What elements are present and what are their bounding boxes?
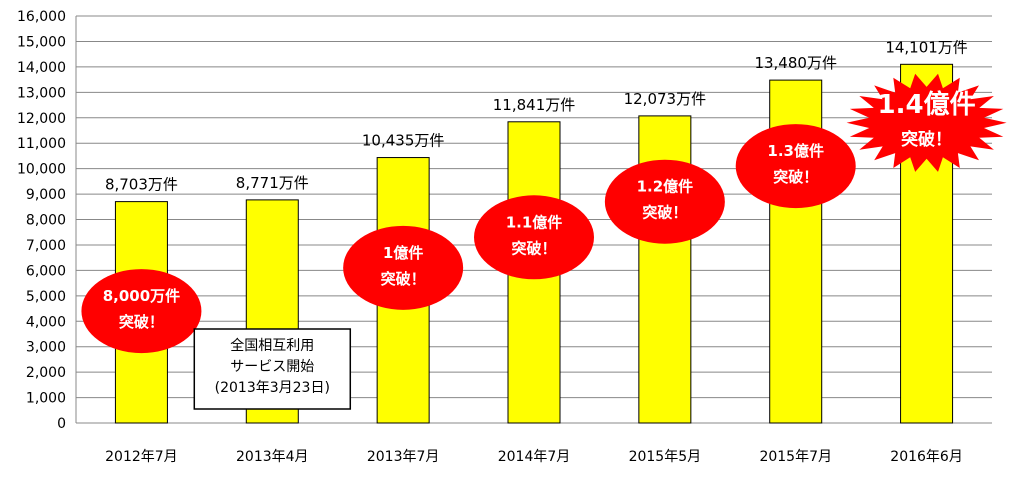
x-tick-label: 2014年7月 (498, 449, 571, 465)
badge-line-1: 8,000万件 (103, 287, 180, 305)
data-label: 8,771万件 (236, 174, 309, 192)
starburst-shape (846, 73, 1007, 172)
badge-ellipse (604, 159, 725, 244)
data-label: 10,435万件 (362, 132, 445, 150)
y-tick-label: 0 (57, 416, 66, 432)
y-tick-label: 3,000 (26, 340, 66, 356)
badge-ellipse (735, 124, 856, 209)
y-tick-label: 9,000 (26, 187, 66, 203)
y-tick-label: 8,000 (26, 213, 66, 229)
data-label: 13,480万件 (754, 54, 837, 72)
y-tick-label: 7,000 (26, 238, 66, 254)
x-tick-label: 2016年6月 (890, 449, 963, 465)
x-axis: 2012年7月 2013年4月 2013年7月 2014年7月 2015年5月 2015年… (105, 449, 963, 465)
y-tick-label: 10,000 (17, 162, 66, 178)
badge-ellipse (81, 269, 202, 354)
y-tick-label: 4,000 (26, 314, 66, 330)
y-tick-label: 14,000 (17, 60, 66, 76)
badge-line-2: 突破！ (642, 204, 687, 222)
badge-ellipse (474, 195, 594, 280)
badge-line-1: 1.2億件 (637, 178, 694, 196)
annotation-frame (193, 328, 352, 410)
data-label: 12,073万件 (624, 90, 707, 108)
data-label: 8,703万件 (105, 176, 178, 194)
badge-line-1: 1億件 (383, 244, 423, 262)
x-tick-label: 2015年5月 (629, 449, 702, 465)
milestone-badges: 8,000万件突破！1億件突破！1.1億件突破！1.2億件突破！1.3億件突破！… (81, 73, 1007, 354)
data-labels: 8,703万件 8,771万件 10,435万件 11,841万件 12,073万件 13… (105, 38, 968, 193)
y-tick-label: 12,000 (17, 111, 66, 127)
annotation-line: 全国相互利用 (230, 337, 314, 354)
badge-ellipse (343, 225, 464, 310)
badge-line-2: 突破！ (511, 239, 556, 257)
annotation-line: サービス開始 (230, 359, 314, 375)
x-tick-label: 2012年7月 (105, 449, 178, 465)
badge-line-2: 突破！ (773, 168, 818, 186)
y-tick-label: 15,000 (17, 34, 66, 50)
y-tick-label: 16,000 (17, 9, 66, 25)
data-label: 11,841万件 (493, 96, 576, 114)
badge-line-1: 1.3億件 (767, 142, 824, 160)
y-tick-label: 6,000 (26, 263, 66, 279)
y-tick-label: 5,000 (26, 289, 66, 305)
x-tick-label: 2013年7月 (367, 449, 440, 465)
x-tick-label: 2015年7月 (759, 449, 832, 465)
badge-line-2: 突破！ (381, 270, 426, 288)
y-axis: 0 1,000 2,000 3,000 4,000 5,000 6,000 7,000 8,00… (17, 9, 77, 432)
badge-line-2: 突破！ (901, 129, 952, 150)
badge-line-1: 1.4億件 (878, 90, 976, 120)
badge-line-2: 突破！ (119, 313, 164, 331)
annotation-line: (2013年3月23日) (215, 380, 330, 396)
y-tick-label: 1,000 (26, 391, 66, 407)
y-tick-label: 2,000 (26, 365, 66, 381)
badge-line-1: 1.1億件 (506, 213, 563, 231)
y-tick-label: 11,000 (17, 136, 66, 152)
y-tick-label: 13,000 (17, 85, 66, 101)
data-label: 14,101万件 (885, 38, 968, 56)
x-tick-label: 2013年4月 (236, 449, 309, 465)
